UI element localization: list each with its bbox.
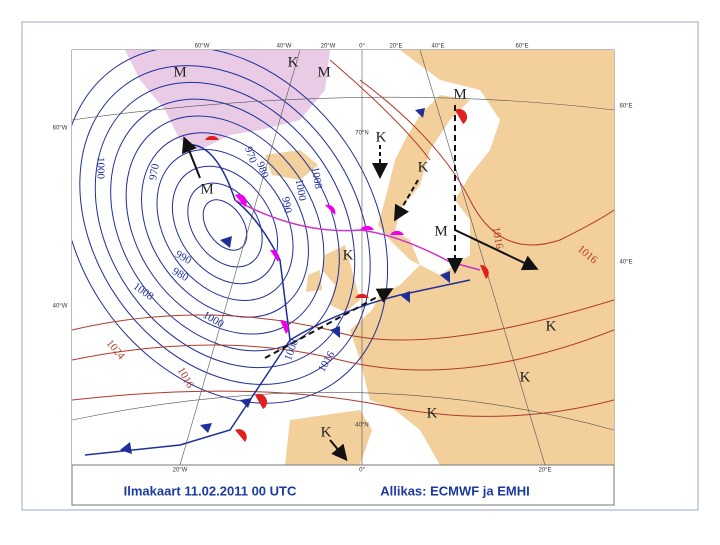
coordinate-label: 20°E	[538, 468, 551, 474]
graticule	[72, 50, 614, 465]
pressure-center: K	[321, 424, 332, 440]
coordinate-label: 40°W	[277, 44, 292, 50]
coordinate-label: 40°W	[53, 304, 68, 310]
ireland	[306, 270, 322, 292]
pressure-center: K	[376, 129, 387, 145]
isobar-label: 980	[254, 160, 271, 180]
coordinate-label: 70°N	[355, 131, 368, 137]
coordinate-label: 0°	[359, 44, 365, 50]
coordinate-label: 60°E	[515, 44, 528, 50]
isobar-label: 970	[242, 145, 259, 165]
pressure-center: M	[317, 64, 330, 80]
coordinate-label: 20°W	[321, 44, 336, 50]
coordinate-label: 40°E	[431, 44, 444, 50]
pressure-center: K	[546, 318, 557, 334]
movement-arrows	[181, 105, 539, 462]
pressure-center: M	[200, 181, 213, 197]
caption-title: Ilmakaart 11.02.2011 00 UTC	[124, 483, 297, 498]
coordinate-label: 20°W	[173, 468, 188, 474]
coordinate-label: 0°	[359, 468, 365, 474]
pressure-center: M	[434, 223, 447, 239]
caption-source: Allikas: ECMWF ja EMHI	[380, 483, 530, 498]
isobar-label: 970	[147, 162, 162, 181]
pressure-center: M	[173, 64, 186, 80]
greenland	[125, 50, 330, 150]
pressure-center: K	[520, 369, 531, 385]
coordinate-label: 60°W	[53, 126, 68, 132]
coordinate-label: 60°E	[619, 104, 632, 110]
europe	[350, 50, 614, 465]
isobar-label: 1016	[490, 226, 506, 250]
isobar-label: 1000	[293, 178, 309, 202]
cold-front	[289, 279, 471, 341]
pressure-center: K	[288, 54, 299, 70]
occluded-front	[234, 199, 481, 271]
map	[72, 50, 614, 465]
pressure-center: M	[453, 86, 466, 102]
isobar-label: 1000	[94, 157, 106, 180]
coordinate-label: 20°E	[389, 44, 402, 50]
coordinate-label: 40°N	[355, 423, 368, 429]
pressure-center: K	[418, 159, 429, 175]
iberia	[285, 410, 372, 465]
isobar-label: 990	[279, 196, 294, 215]
coordinate-label: 40°E	[619, 260, 632, 266]
pressure-center: K	[427, 405, 438, 421]
isobar-label: 1008	[309, 166, 325, 190]
pressure-center: K	[343, 247, 354, 263]
front	[84, 143, 291, 456]
front-symbols	[120, 108, 489, 454]
coordinate-label: 60°W	[195, 44, 210, 50]
